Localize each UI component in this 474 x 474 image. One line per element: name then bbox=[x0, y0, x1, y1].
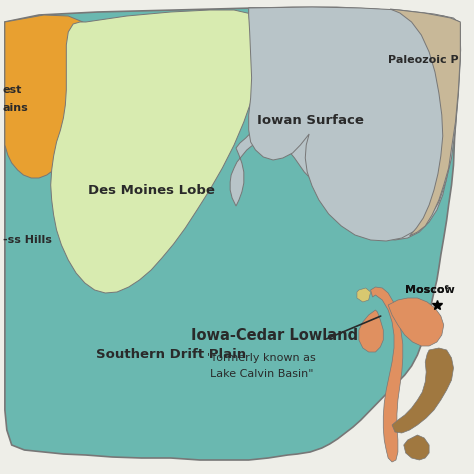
Polygon shape bbox=[392, 348, 454, 433]
Text: Southern Drift Plain: Southern Drift Plain bbox=[96, 348, 246, 362]
Text: Des Moines Lobe: Des Moines Lobe bbox=[88, 183, 215, 197]
Polygon shape bbox=[390, 9, 460, 236]
Polygon shape bbox=[371, 287, 403, 462]
Text: Paleozoic P: Paleozoic P bbox=[388, 55, 459, 65]
Polygon shape bbox=[230, 7, 460, 240]
Text: Iowan Surface: Iowan Surface bbox=[257, 113, 364, 127]
Polygon shape bbox=[404, 435, 429, 460]
Polygon shape bbox=[5, 8, 460, 460]
Text: -ss Hills: -ss Hills bbox=[3, 235, 52, 245]
Polygon shape bbox=[388, 298, 444, 346]
Polygon shape bbox=[51, 10, 265, 293]
Text: Moscow: Moscow bbox=[405, 285, 455, 295]
Polygon shape bbox=[357, 288, 371, 302]
Polygon shape bbox=[359, 310, 383, 352]
Text: Mosco⁶: Mosco⁶ bbox=[405, 285, 449, 295]
Text: est: est bbox=[3, 85, 22, 95]
Text: "formerly known as: "formerly known as bbox=[207, 353, 316, 363]
Text: Iowa-Cedar Lowland: Iowa-Cedar Lowland bbox=[191, 328, 359, 343]
Text: ains: ains bbox=[3, 103, 28, 113]
Polygon shape bbox=[249, 7, 460, 241]
Text: Lake Calvin Basin": Lake Calvin Basin" bbox=[210, 369, 313, 379]
Polygon shape bbox=[5, 15, 88, 178]
